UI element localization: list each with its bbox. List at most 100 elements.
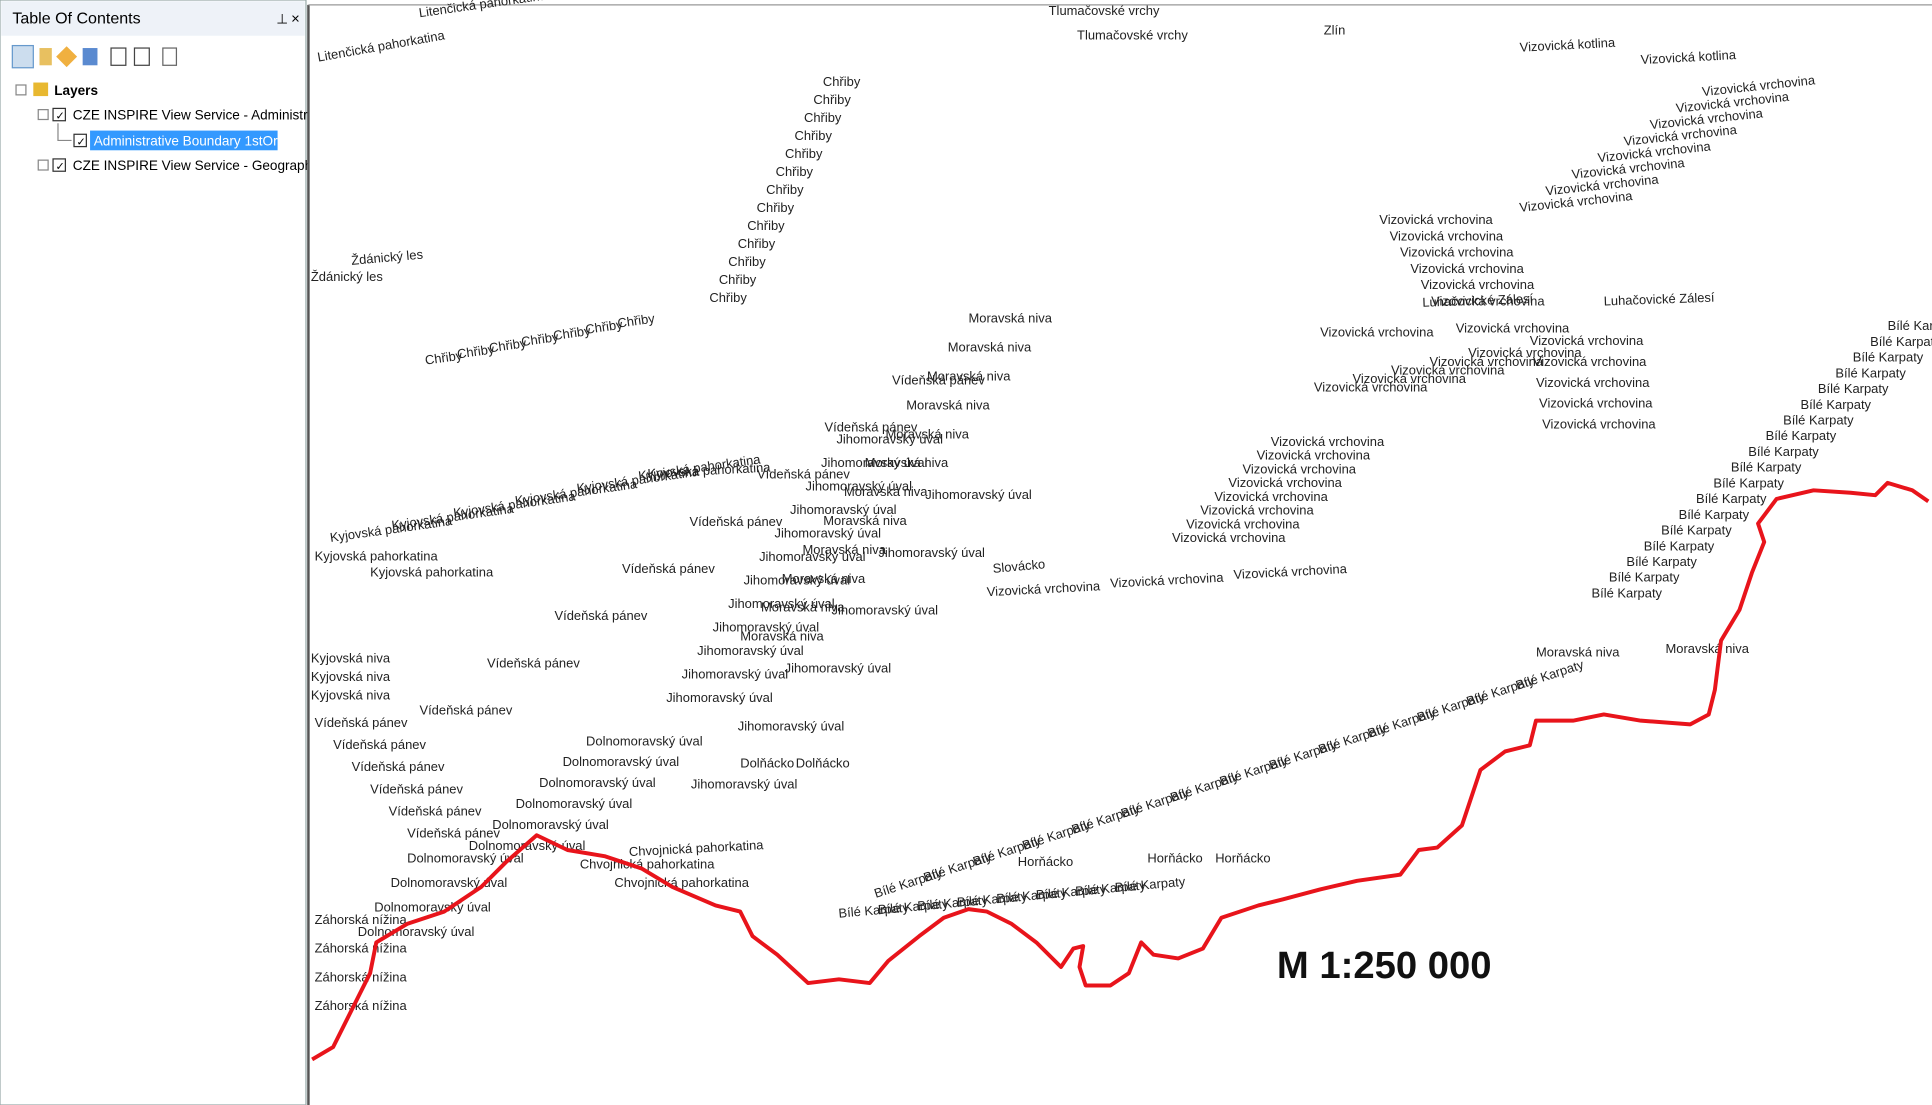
map-label: Chřiby (520, 329, 560, 349)
map-label: Vizovická vrchovina (1110, 570, 1225, 591)
map-label: Dolnomoravský úval (563, 754, 680, 769)
map-label: Dolnomoravský úval (374, 900, 491, 915)
map-label: Moravská niva (885, 426, 969, 441)
layer-checkbox[interactable] (73, 133, 87, 148)
map-label: Vizovická vrchovina (1539, 396, 1653, 411)
list-by-drawing-order[interactable] (11, 44, 34, 69)
map-label: Vizovická vrchovina (1400, 245, 1514, 260)
map-label: Vizovická vrchovina (1243, 461, 1357, 476)
map-label: Chřiby (766, 182, 804, 197)
map-label: Bílé Karpaty (1609, 570, 1680, 585)
map-label: Bílé Karpaty (877, 896, 949, 917)
map-label: Záhorská nížina (315, 969, 408, 984)
layer-name[interactable]: CZE INSPIRE View Service - Geographical … (73, 158, 346, 173)
map-label: Záhorská nížina (315, 912, 408, 927)
map-label: Vídeňská pánev (370, 781, 463, 796)
map-label: Bílé Karpaty (1696, 491, 1767, 506)
map-label: Moravská niva (782, 571, 866, 586)
map-label: Chřiby (719, 272, 757, 287)
map-label: Bílé Karpaty (1748, 444, 1819, 459)
map-label: Moravská niva (761, 600, 845, 615)
map-label: Moravská niva (844, 484, 928, 499)
map-label: Kyjovská niva (311, 688, 391, 703)
expand-toggle[interactable] (37, 159, 49, 171)
map-label: Jihomoravský úval (925, 487, 1032, 502)
map-label: Luhačovické Zálesí (1422, 291, 1534, 310)
map-label: Horňácko (1215, 850, 1270, 865)
layer-name[interactable]: CZE INSPIRE View Service - Administrativ… (73, 108, 336, 123)
options-1[interactable] (110, 47, 127, 66)
list-by-selection[interactable] (82, 48, 98, 66)
map-background (308, 4, 1932, 1105)
map-label: Moravská niva (802, 542, 886, 557)
map-label: Bílé Karpaty (1818, 381, 1889, 396)
map-label: Vídeňská pánev (352, 759, 445, 774)
map-label: Jihomoravský úval (878, 545, 985, 560)
map-label: Vídeňská pánev (689, 514, 782, 529)
list-by-source[interactable] (39, 48, 52, 66)
selected-highlight (90, 130, 278, 151)
collapse-toggle[interactable] (37, 109, 49, 121)
collapse-toggle[interactable] (15, 84, 27, 96)
sublayer-name[interactable]: Administrative Boundary 1stOrder (94, 133, 298, 148)
map-label: Jihomoravský úval (832, 603, 939, 618)
map-label: Vizovická vrchovina (1530, 333, 1644, 348)
map-label: Vídeňská pánev (824, 420, 917, 435)
map-label: Horňácko (1018, 854, 1073, 869)
map-label: Kyjovská pahorkatina (370, 565, 494, 580)
check-mark: ✓ (76, 136, 85, 148)
map-label: Chřiby (616, 311, 656, 331)
close-button[interactable]: × (291, 11, 300, 27)
layer-checkbox[interactable] (52, 158, 67, 172)
map-label: Chřiby (785, 146, 823, 161)
map-label: Vídeňská pánev (407, 826, 500, 841)
map-label: Vizovická vrchovina (1430, 354, 1544, 369)
list-by-visibility[interactable] (56, 46, 78, 68)
map-label: Kyjovská niva (311, 669, 391, 684)
map-label: Chřiby (776, 164, 814, 179)
scale-label: M 1:250 000 (1277, 944, 1492, 987)
map-label: Vizovická vrchovina (1228, 475, 1342, 490)
map-label: Jihomoravský úval (738, 719, 845, 734)
map-label: Vizovická vrchovina (1271, 434, 1385, 449)
map-label: Bílé Karpaty (1679, 507, 1750, 522)
layers-root[interactable]: Layers (54, 83, 98, 98)
map-label: Dolnomoravský úval (492, 817, 609, 832)
options-2[interactable] (133, 47, 150, 66)
toc-title: Table Of Contents (12, 9, 140, 27)
map-label: Chřiby (813, 92, 851, 107)
map-label: Vizovická vrchovina (1200, 503, 1314, 518)
map-label: Chřiby (728, 254, 766, 269)
map-label: Moravská niva (1666, 641, 1750, 656)
map-label: Jihomoravský úval (666, 690, 773, 705)
map-label: Bílé Karpaty (1591, 585, 1662, 600)
map-label: Vizovická vrchovina (1257, 448, 1371, 463)
layer-checkbox[interactable] (52, 107, 67, 122)
map-label: Chvojnická pahorkatina (580, 856, 715, 871)
map-label: Chvojnická pahorkatina (614, 875, 749, 890)
map-label: Bílé Karpaty (1114, 874, 1186, 895)
map-label: Kyjovská pahorkatina (315, 549, 439, 564)
map-label: Vizovická kotlina (1640, 47, 1737, 67)
options-3[interactable] (162, 47, 178, 66)
map-label: Vídeňská pánev (315, 715, 408, 730)
map-label: Bílé Karpaty (1853, 350, 1924, 365)
tree-line (57, 123, 72, 142)
map-label: Tlumačovské vrchy (1049, 3, 1160, 18)
map-label: Kyjovská pahorkatina (647, 460, 771, 481)
map-label: Dolnomoravský úval (586, 733, 703, 748)
boundary-line (311, 480, 1930, 1062)
map-label: Chřiby (488, 335, 528, 355)
map-label: Moravská niva (968, 311, 1052, 326)
map-label: Moravská niva (865, 455, 949, 470)
map-label: Vizovická vrchovina (1533, 354, 1647, 369)
pin-button[interactable]: ⊥ (276, 11, 288, 26)
map-label: Vizovická vrchovina (1379, 212, 1493, 227)
map-label: Bílé Karpaty (1888, 318, 1932, 333)
map-label: Jihomoravský úval (759, 549, 866, 564)
map-label: Zlín (1324, 23, 1346, 38)
map-label: Vizovická kotlina (1519, 35, 1616, 55)
